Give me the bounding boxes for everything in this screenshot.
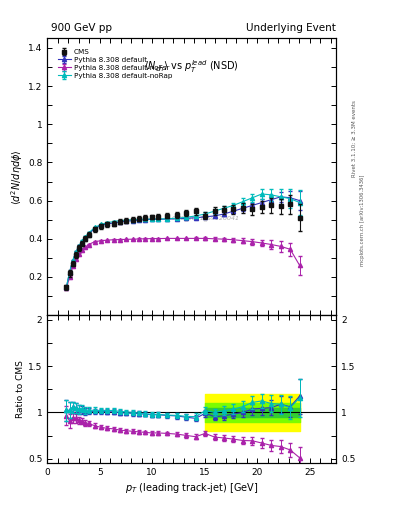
Text: $\langle N_{ch}\rangle$ vs $p_T^{lead}$ (NSD): $\langle N_{ch}\rangle$ vs $p_T^{lead}$ …	[144, 58, 239, 75]
Y-axis label: $\langle d^2 N/d\eta d\phi \rangle$: $\langle d^2 N/d\eta d\phi \rangle$	[9, 149, 25, 205]
Text: Underlying Event: Underlying Event	[246, 23, 336, 33]
Text: 900 GeV pp: 900 GeV pp	[51, 23, 112, 33]
Text: Rivet 3.1.10; ≥ 3.3M events: Rivet 3.1.10; ≥ 3.3M events	[352, 100, 357, 177]
Text: CMS_2011_S9120041: CMS_2011_S9120041	[172, 216, 240, 221]
Y-axis label: Ratio to CMS: Ratio to CMS	[16, 360, 25, 418]
Legend: CMS, Pythia 8.308 default, Pythia 8.308 default-noFsr, Pythia 8.308 default-noRa: CMS, Pythia 8.308 default, Pythia 8.308 …	[57, 48, 174, 80]
Text: mcplots.cern.ch [arXiv:1306.3436]: mcplots.cern.ch [arXiv:1306.3436]	[360, 175, 365, 266]
X-axis label: $p_T$ (leading track-jet) [GeV]: $p_T$ (leading track-jet) [GeV]	[125, 481, 258, 496]
